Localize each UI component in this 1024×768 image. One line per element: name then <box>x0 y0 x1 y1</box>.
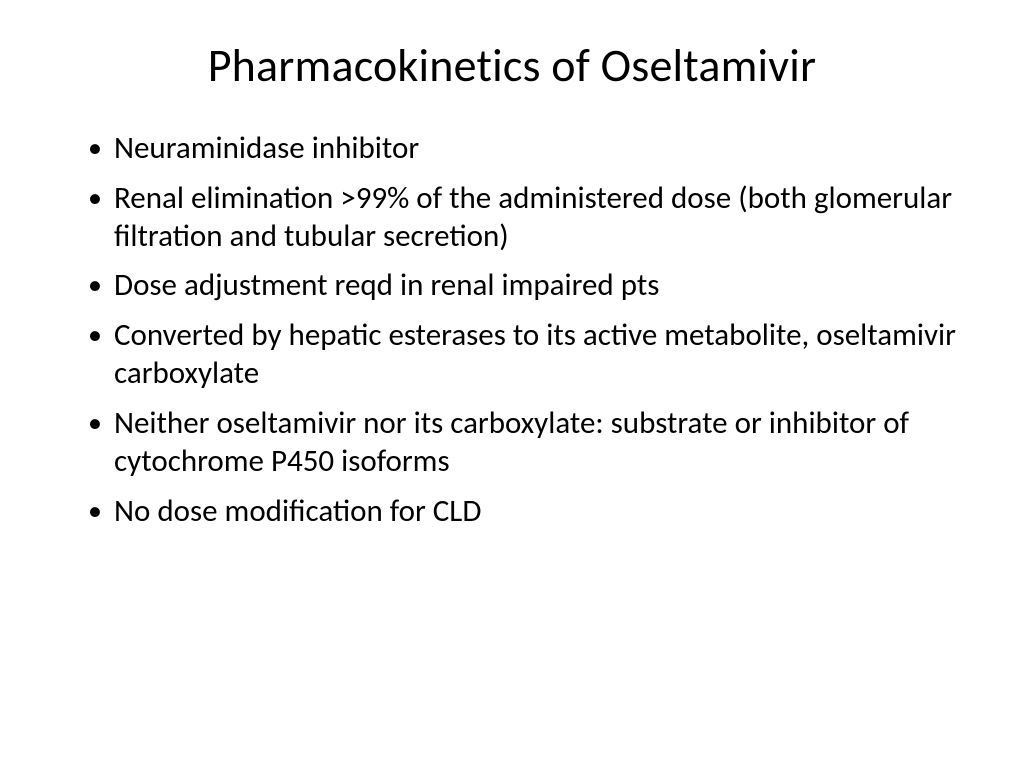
bullet-list: Neuraminidase inhibitor Renal eliminatio… <box>60 130 964 530</box>
list-item: Dose adjustment reqd in renal impaired p… <box>88 267 964 305</box>
list-item: Renal elimination >99% of the administer… <box>88 180 964 256</box>
slide: Pharmacokinetics of Oseltamivir Neuramin… <box>0 0 1024 768</box>
list-item: No dose modification for CLD <box>88 493 964 531</box>
list-item: Converted by hepatic esterases to its ac… <box>88 317 964 393</box>
list-item: Neuraminidase inhibitor <box>88 130 964 168</box>
slide-title: Pharmacokinetics of Oseltamivir <box>60 38 964 94</box>
list-item: Neither oseltamivir nor its carboxylate:… <box>88 405 964 481</box>
